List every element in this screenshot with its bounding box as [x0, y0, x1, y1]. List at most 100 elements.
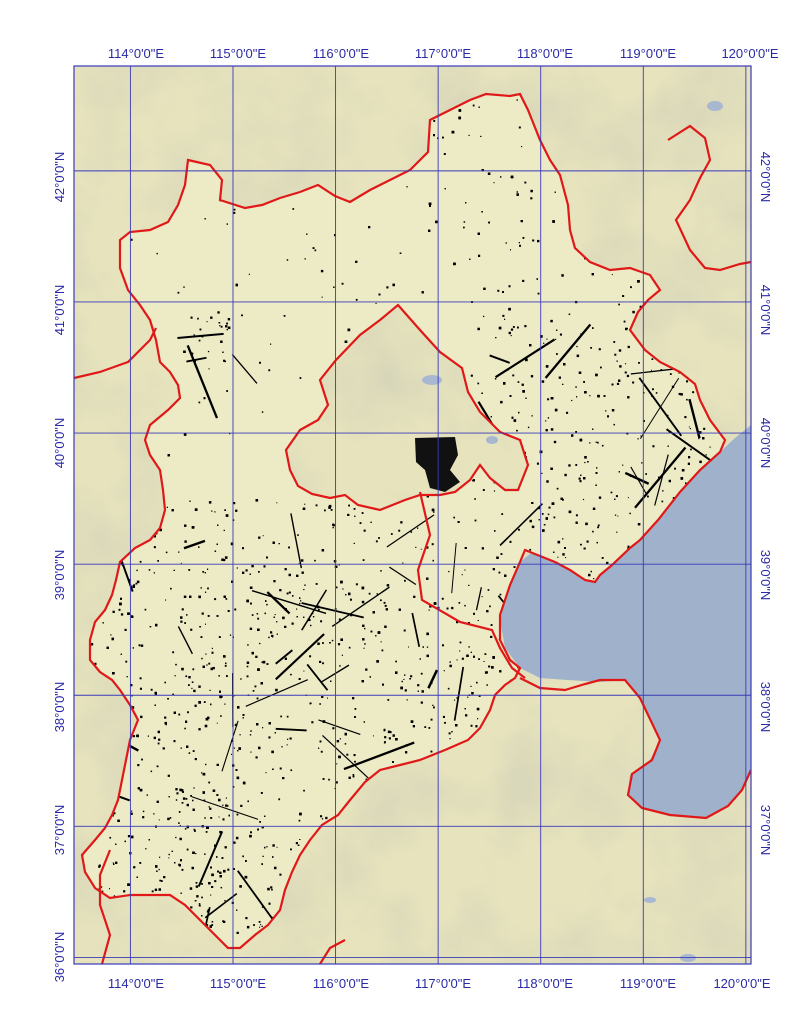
density-point	[361, 586, 365, 590]
density-point	[420, 548, 422, 550]
density-point	[256, 613, 259, 615]
density-point	[136, 876, 138, 878]
density-point	[433, 602, 437, 605]
density-point	[380, 599, 382, 602]
density-point	[521, 383, 524, 386]
density-point	[502, 291, 504, 293]
density-point	[246, 665, 249, 668]
density-point	[166, 506, 168, 508]
density-point	[319, 740, 322, 743]
density-point	[250, 831, 252, 834]
density-point	[274, 614, 276, 616]
density-point	[486, 671, 488, 674]
density-point	[216, 794, 219, 796]
density-point	[205, 717, 209, 721]
lat-label-right: 39°0'0"N	[758, 550, 773, 601]
density-point	[227, 318, 231, 321]
density-point	[328, 778, 330, 781]
density-point	[375, 302, 377, 304]
density-point	[575, 521, 578, 524]
density-point	[361, 600, 365, 604]
density-point	[233, 211, 236, 214]
density-point	[491, 666, 494, 669]
density-point	[615, 495, 618, 498]
density-point	[148, 569, 151, 571]
density-point	[201, 772, 203, 774]
density-point	[237, 750, 239, 752]
density-point	[363, 721, 365, 723]
density-point	[553, 551, 555, 553]
density-point	[578, 477, 581, 480]
density-point	[525, 397, 527, 399]
density-point	[320, 269, 324, 273]
density-point	[179, 788, 182, 792]
density-point	[255, 655, 258, 658]
density-point	[456, 621, 459, 624]
density-point	[447, 687, 450, 690]
density-point	[240, 678, 242, 680]
density-point	[250, 602, 252, 605]
density-point	[186, 614, 188, 616]
density-point	[624, 371, 627, 374]
density-point	[603, 395, 606, 397]
density-point	[377, 631, 381, 634]
density-point	[236, 909, 238, 911]
density-point	[204, 218, 206, 220]
density-point	[186, 825, 189, 829]
density-point	[601, 444, 604, 447]
density-point	[168, 853, 170, 856]
density-point	[274, 866, 277, 870]
density-point	[309, 619, 311, 621]
density-point	[247, 800, 249, 803]
road-streak	[275, 649, 293, 665]
density-point	[290, 673, 292, 676]
density-point	[629, 512, 631, 515]
density-point	[208, 781, 211, 784]
density-point	[204, 853, 206, 855]
road-streak	[290, 513, 303, 569]
density-point	[271, 634, 274, 637]
density-point	[406, 186, 408, 188]
density-point	[190, 906, 193, 909]
density-point	[249, 734, 252, 736]
density-point	[193, 828, 196, 831]
density-point	[183, 595, 187, 598]
density-point	[299, 597, 301, 599]
density-point	[287, 738, 289, 740]
density-point	[432, 704, 434, 706]
density-point	[428, 727, 431, 729]
density-point	[266, 663, 269, 665]
density-point	[364, 643, 366, 645]
density-point	[600, 366, 602, 369]
density-point	[400, 686, 403, 690]
density-point	[173, 740, 176, 743]
density-point	[456, 697, 458, 699]
density-point	[216, 615, 219, 617]
density-point	[687, 462, 690, 465]
density-point	[336, 763, 338, 765]
density-point	[259, 821, 261, 823]
density-point	[270, 343, 272, 345]
density-point	[236, 776, 240, 780]
density-point	[130, 684, 133, 687]
density-point	[175, 788, 178, 791]
density-point	[125, 660, 128, 663]
density-point	[272, 856, 274, 858]
density-point	[260, 792, 263, 794]
density-point	[235, 769, 238, 771]
density-point	[288, 573, 291, 577]
density-point	[256, 723, 259, 726]
road-streak	[306, 663, 329, 691]
density-point	[468, 134, 470, 136]
density-point	[582, 498, 585, 501]
density-point	[474, 498, 476, 500]
road-streak	[186, 345, 219, 419]
density-point	[395, 660, 397, 663]
density-point	[380, 570, 382, 572]
external-boundary-s	[319, 939, 346, 964]
density-point	[275, 688, 278, 692]
density-point	[530, 189, 533, 193]
density-point	[638, 362, 640, 364]
density-point	[680, 393, 683, 396]
density-point	[518, 126, 521, 129]
